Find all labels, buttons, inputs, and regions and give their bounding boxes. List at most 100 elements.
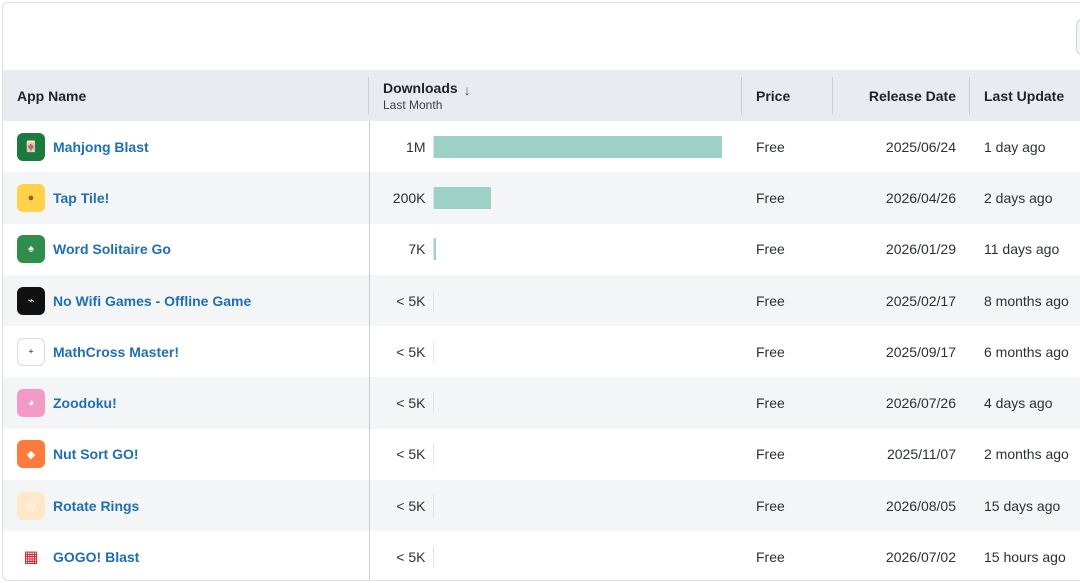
downloads-bar-track: [432, 135, 737, 158]
cell-price: Free: [756, 446, 785, 463]
table-row[interactable]: ● Tap Tile! 200K Free 2026/04/26 2 days …: [3, 172, 1080, 224]
cell-downloads: < 5K: [368, 326, 742, 378]
cell-last-update: 4 days ago: [984, 395, 1053, 412]
downloads-bar-track: [432, 546, 737, 569]
table-toolbar: [3, 3, 1080, 70]
downloads-bar-track: [432, 392, 737, 415]
column-header-last-update[interactable]: Last Update: [984, 87, 1065, 104]
cell-price: Free: [756, 343, 785, 360]
downloads-value: 1M: [406, 138, 426, 155]
cell-app-name: ● Tap Tile!: [3, 172, 369, 223]
downloads-bar-track: [432, 494, 737, 517]
cell-price: Free: [756, 189, 785, 206]
cell-release-date: 2026/07/26: [885, 395, 956, 412]
column-header-price[interactable]: Price: [742, 70, 833, 121]
table-row[interactable]: 🀄 Mahjong Blast 1M Free 2025/06/24 1 day…: [3, 121, 1080, 173]
cell-release-date: 2026/07/02: [885, 549, 956, 566]
column-header-downloads[interactable]: Downloads Last Month ↓: [369, 70, 742, 121]
cell-release-date: 2026/08/05: [885, 497, 956, 514]
app-name-link[interactable]: Tap Tile!: [53, 189, 110, 206]
table-row[interactable]: ◆ Nut Sort GO! < 5K Free 2025/11/07 2 mo…: [3, 428, 1080, 481]
cell-downloads: < 5K: [368, 428, 742, 481]
downloads-bar-track: [432, 443, 737, 466]
app-name-link[interactable]: Rotate Rings: [53, 497, 140, 514]
app-name-link[interactable]: GOGO! Blast: [53, 549, 140, 566]
cell-release-date: 2025/09/17: [885, 343, 956, 360]
cell-app-name: ▦ GOGO! Blast: [3, 531, 369, 580]
cell-downloads: 200K: [368, 172, 742, 224]
cell-price: Free: [756, 292, 785, 309]
tap-tile-icon[interactable]: ●: [17, 183, 45, 212]
rings-icon[interactable]: ◎: [17, 491, 45, 520]
downloads-header-label: Downloads: [383, 79, 458, 96]
downloads-value: < 5K: [396, 395, 426, 412]
downloads-value: < 5K: [396, 446, 426, 463]
cell-price: Free: [756, 497, 785, 514]
cell-app-name: 🀄 Mahjong Blast: [3, 121, 369, 172]
downloads-bar: [433, 186, 492, 209]
downloads-bar-track: [432, 238, 737, 261]
cell-release-date: 2026/01/29: [885, 241, 956, 258]
cell-last-update: 2 days ago: [984, 189, 1053, 206]
downloads-bar-track: [432, 289, 737, 312]
cell-release-date: 2025/11/07: [886, 446, 956, 463]
table-row[interactable]: ♠ Word Solitaire Go 7K Free 2026/01/29 1…: [3, 223, 1080, 275]
cell-last-update: 15 days ago: [984, 497, 1061, 514]
cell-last-update: 15 hours ago: [984, 549, 1066, 566]
downloads-bar-track: [432, 186, 737, 209]
gogo-blast-icon[interactable]: ▦: [17, 543, 45, 572]
toolbar-button[interactable]: [1076, 19, 1080, 55]
downloads-value: < 5K: [396, 343, 426, 360]
downloads-value: < 5K: [396, 497, 426, 514]
table-row[interactable]: ▦ GOGO! Blast < 5K Free 2026/07/02 15 ho…: [3, 531, 1080, 580]
mahjong-tiles-icon[interactable]: 🀄: [17, 132, 45, 161]
cell-downloads: 1M: [368, 121, 742, 173]
cell-downloads: < 5K: [368, 377, 742, 429]
downloads-bar-track: [432, 340, 737, 363]
cell-release-date: 2025/06/24: [885, 138, 956, 155]
table-row[interactable]: + MathCross Master! < 5K Free 2025/09/17…: [3, 326, 1080, 378]
column-header-release-date[interactable]: Release Date: [833, 70, 970, 121]
cell-release-date: 2026/04/26: [885, 189, 956, 206]
cell-app-name: + MathCross Master!: [3, 326, 369, 377]
cell-downloads: 7K: [368, 223, 742, 275]
app-name-link[interactable]: Mahjong Blast: [53, 138, 149, 155]
app-name-link[interactable]: Zoodoku!: [53, 395, 117, 412]
cell-last-update: 2 months ago: [984, 446, 1069, 463]
cell-app-name: ♠ Word Solitaire Go: [3, 224, 369, 275]
table-row[interactable]: ⌁ No Wifi Games - Offline Game < 5K Free…: [3, 274, 1080, 327]
husky-dog-icon[interactable]: ◕: [17, 389, 45, 418]
cell-app-name: ⌁ No Wifi Games - Offline Game: [3, 275, 369, 326]
apps-table: App Name Downloads Last Month ↓ Price Re…: [3, 70, 1080, 580]
downloads-bar: [433, 238, 436, 261]
cell-app-name: ◎ Rotate Rings: [3, 480, 369, 531]
cell-app-name: ◕ Zoodoku!: [3, 377, 369, 428]
downloads-value: 7K: [408, 241, 426, 258]
cell-downloads: < 5K: [368, 274, 742, 327]
app-name-link[interactable]: Nut Sort GO!: [53, 446, 139, 463]
cell-price: Free: [756, 241, 785, 258]
nut-sort-icon[interactable]: ◆: [17, 440, 45, 469]
cell-price: Free: [756, 549, 785, 566]
solitaire-cards-icon[interactable]: ♠: [17, 235, 45, 264]
cell-last-update: 1 day ago: [984, 138, 1046, 155]
cell-downloads: < 5K: [368, 480, 742, 532]
cell-release-date: 2025/02/17: [885, 292, 956, 309]
downloads-value: 200K: [392, 189, 426, 206]
math-grid-icon[interactable]: +: [17, 337, 45, 366]
app-name-link[interactable]: MathCross Master!: [53, 343, 180, 360]
table-row[interactable]: ◎ Rotate Rings < 5K Free 2026/08/05 15 d…: [3, 480, 1080, 532]
downloads-value: < 5K: [396, 549, 426, 566]
downloads-bar: [433, 135, 722, 158]
no-wifi-icon[interactable]: ⌁: [17, 286, 45, 315]
arrow-down-icon[interactable]: ↓: [463, 81, 471, 98]
cell-price: Free: [756, 138, 785, 155]
column-header-app-name[interactable]: App Name: [3, 70, 369, 121]
cell-last-update: 11 days ago: [984, 241, 1060, 258]
downloads-header-sub: Last Month: [383, 97, 443, 112]
table-row[interactable]: ◕ Zoodoku! < 5K Free 2026/07/26 4 days a…: [3, 377, 1080, 429]
app-name-link[interactable]: Word Solitaire Go: [53, 241, 171, 258]
app-name-link[interactable]: No Wifi Games - Offline Game: [53, 292, 252, 309]
table-header-row: App Name Downloads Last Month ↓ Price Re…: [3, 70, 1080, 121]
